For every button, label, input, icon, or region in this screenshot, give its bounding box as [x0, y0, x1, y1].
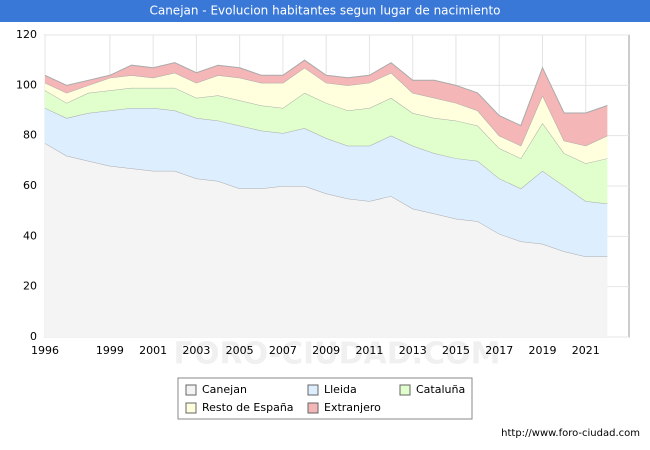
- legend-swatch: [399, 384, 411, 396]
- x-tick-label: 1999: [96, 344, 124, 357]
- x-tick-label: 2015: [442, 344, 470, 357]
- x-tick-label: 2019: [528, 344, 556, 357]
- legend-label: Canejan: [202, 383, 247, 396]
- legend: [177, 377, 473, 420]
- chart-title: Canejan - Evolucion habitantes segun lug…: [149, 4, 500, 18]
- x-tick-label: 2017: [485, 344, 513, 357]
- y-tick-label: 80: [23, 129, 37, 142]
- legend-swatch: [307, 384, 319, 396]
- y-tick-label: 20: [23, 280, 37, 293]
- area-edge: [44, 59, 608, 127]
- legend-label: Lleida: [324, 383, 357, 396]
- x-tick-label: 2009: [312, 344, 340, 357]
- area: [45, 60, 608, 146]
- y-tick-label: 120: [16, 28, 37, 41]
- x-tick-label: 2021: [572, 344, 600, 357]
- legend-label: Cataluña: [416, 383, 465, 396]
- x-tick-label: 2003: [182, 344, 210, 357]
- area: [45, 143, 608, 337]
- title-bar: [0, 0, 650, 22]
- y-tick-label: 60: [23, 179, 37, 192]
- x-tick-label: 2011: [355, 344, 383, 357]
- watermark: FORO-CIUDAD.COM: [174, 337, 501, 372]
- x-tick-label: 2007: [269, 344, 297, 357]
- x-tick-label: 2005: [226, 344, 254, 357]
- y-tick-label: 100: [16, 78, 37, 91]
- x-tick-label: 2001: [139, 344, 167, 357]
- legend-label: Extranjero: [324, 401, 381, 414]
- area: [45, 87, 608, 204]
- y-tick-label: 0: [30, 330, 37, 343]
- legend-swatch: [185, 402, 197, 414]
- area: [45, 67, 608, 164]
- area: [45, 107, 608, 257]
- legend-swatch: [307, 402, 319, 414]
- legend-label: Resto de España: [202, 401, 294, 414]
- x-tick-label: 2013: [399, 344, 427, 357]
- source: http://www.foro-ciudad.com: [501, 428, 640, 439]
- y-tick-label: 40: [23, 229, 37, 242]
- legend-swatch: [185, 384, 197, 396]
- x-tick-label: 1996: [31, 344, 59, 357]
